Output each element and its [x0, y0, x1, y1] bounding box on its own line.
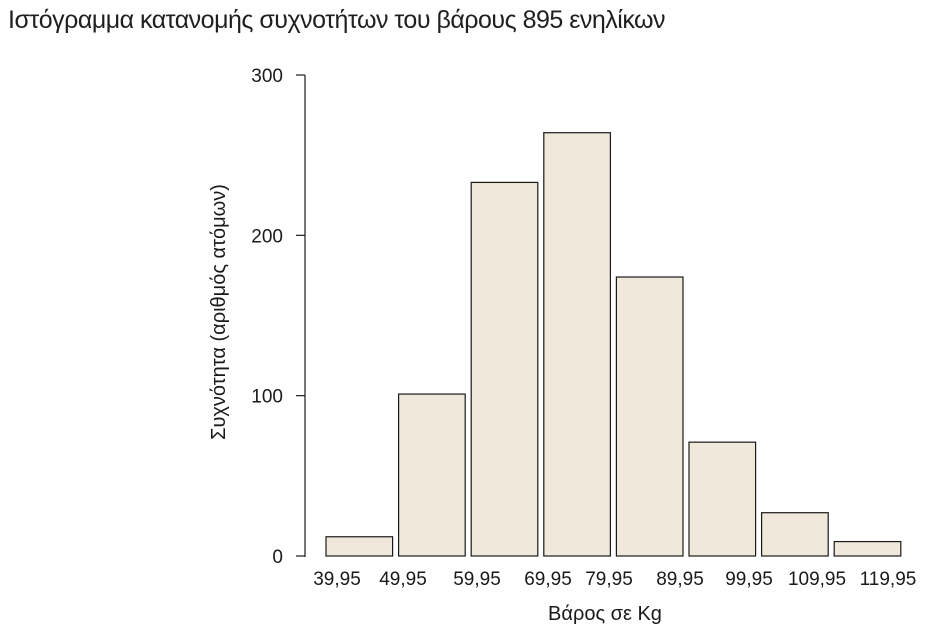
- histogram-bar: [615, 276, 684, 557]
- x-tick-label: 39,95: [313, 569, 361, 590]
- x-tick-label: 99,95: [725, 569, 773, 590]
- histogram-bar: [325, 536, 394, 557]
- y-tick-label: 200: [251, 226, 283, 247]
- x-tick-label: 89,95: [656, 569, 704, 590]
- histogram-bar: [833, 540, 902, 557]
- histogram-bar: [543, 132, 611, 557]
- x-tick-label: 79,95: [585, 569, 633, 590]
- x-tick-label: 59,95: [453, 569, 501, 590]
- histogram-bar: [760, 512, 829, 557]
- y-tick-label: 100: [251, 387, 283, 408]
- x-axis-label: Βάρος σε Kg: [548, 603, 662, 625]
- x-ticks-group: 39,95 49,95 59,95 69,95 79,95 89,95 99,95 109,9…: [313, 569, 916, 590]
- chart-title: Ιστόγραμμα κατανομής συχνοτήτων του βάρο…: [8, 6, 666, 34]
- histogram-bar: [688, 441, 757, 557]
- x-tick-label: 69,95: [524, 569, 572, 590]
- x-tick-label: 119,95: [860, 569, 917, 590]
- x-tick-label: 109,95: [788, 569, 846, 590]
- y-tick-label: 300: [251, 66, 283, 87]
- y-ticks-group: 0 100 200 300: [251, 66, 305, 568]
- histogram-bar: [398, 393, 466, 557]
- histogram-bar: [470, 181, 539, 557]
- y-axis-label: Συχνότητα (αριθμός ατόμων): [208, 184, 230, 440]
- bars-group: [325, 132, 902, 557]
- y-tick-label: 0: [272, 547, 283, 568]
- x-tick-label: 49,95: [379, 569, 427, 590]
